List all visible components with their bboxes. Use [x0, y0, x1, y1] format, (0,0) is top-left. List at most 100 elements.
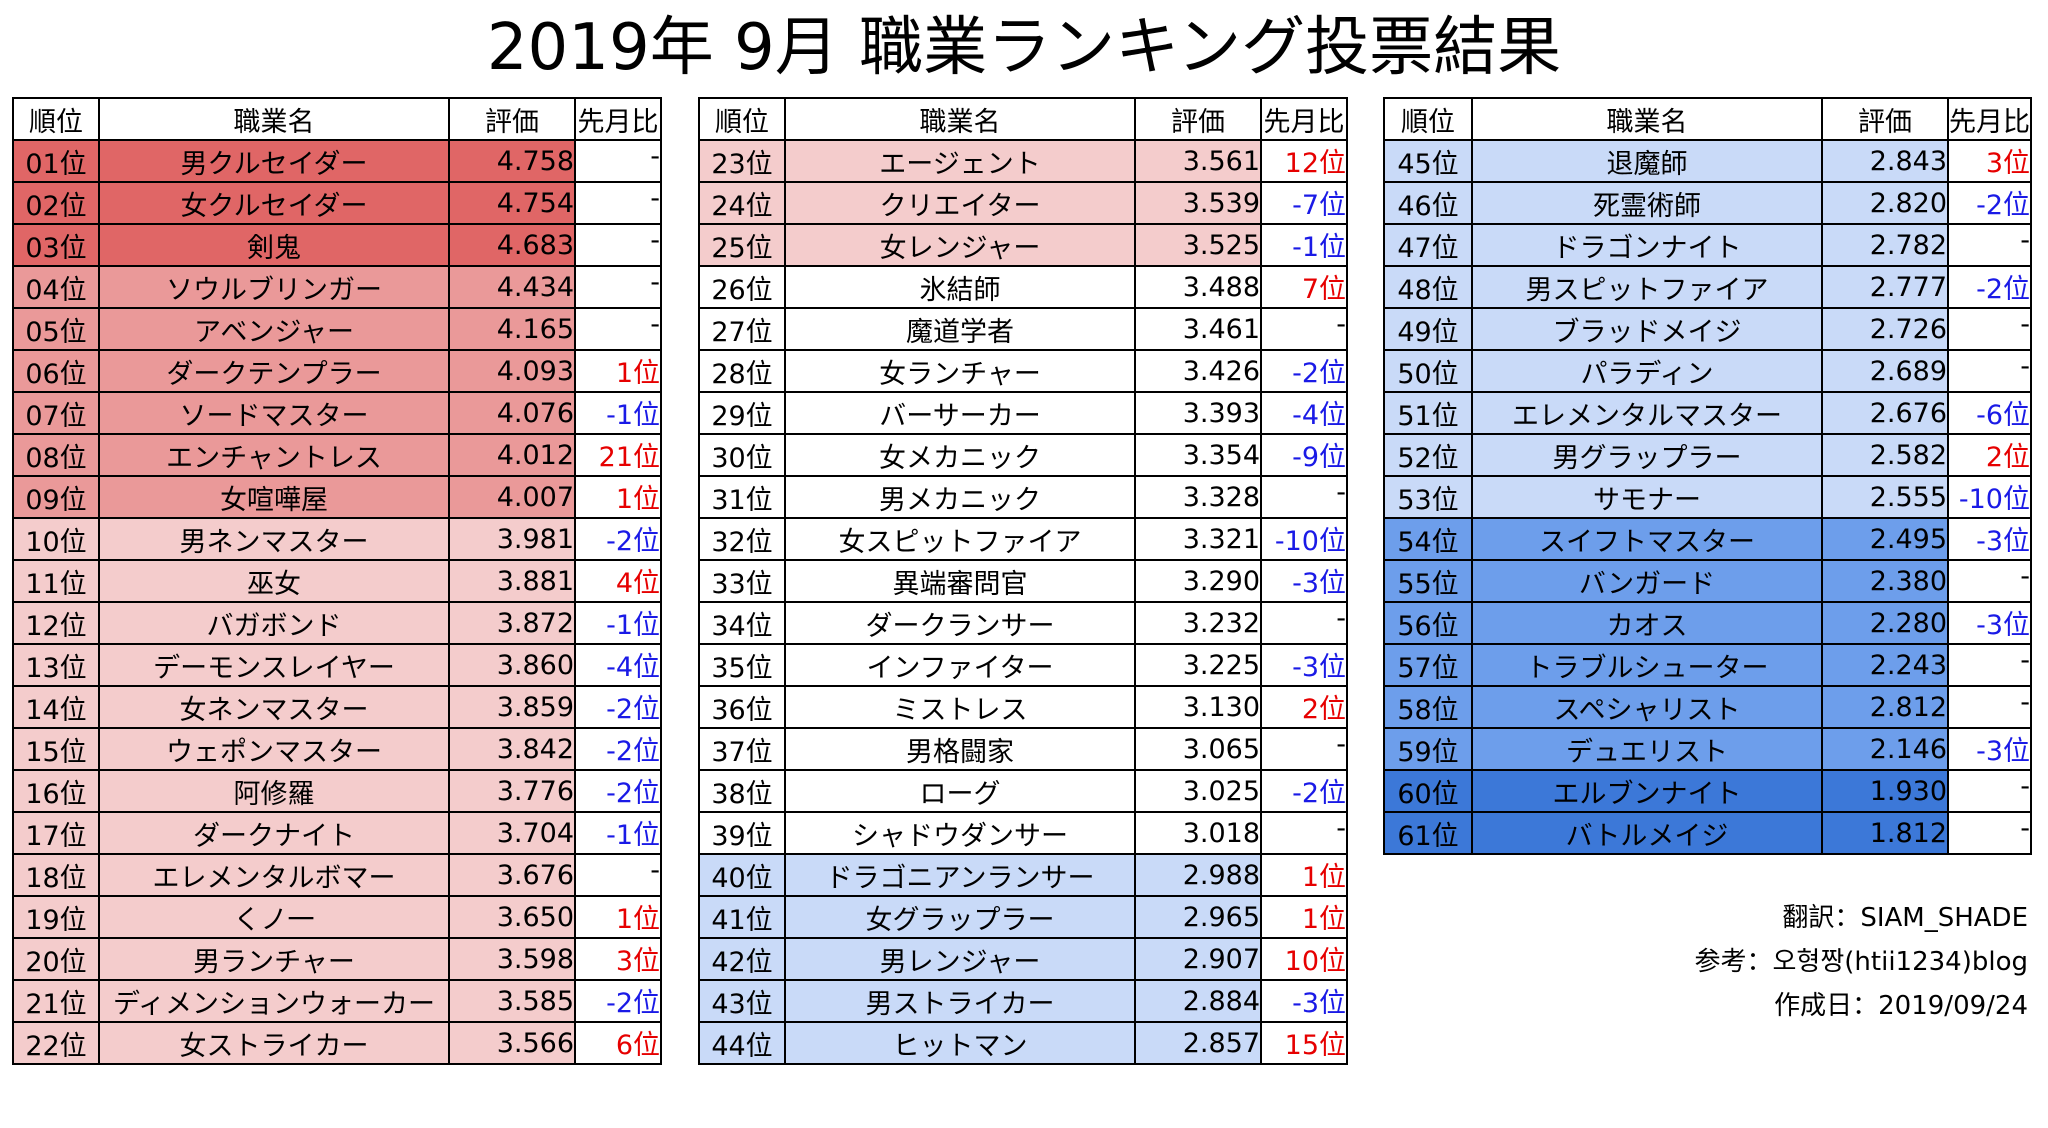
- compare-cell: -2位: [1260, 349, 1348, 393]
- rank-cell: 01位: [12, 139, 100, 183]
- table-row: 09位 女喧嘩屋 4.007 1位: [12, 475, 662, 519]
- ranking-rows: 45位 退魔師 2.843 3位 46位 死霊術師 2.820 -2位 47位 ドラゴンナイト 2.…: [1383, 139, 2032, 855]
- job-name-cell: ドラゴンナイト: [1471, 223, 1823, 267]
- compare-cell: -9位: [1260, 433, 1348, 477]
- header-rank: 順位: [698, 97, 786, 141]
- score-cell: 3.328: [1134, 475, 1262, 519]
- table-row: 25位 女レンジャー 3.525 -1位: [698, 223, 1348, 267]
- job-name-cell: ソードマスター: [98, 391, 450, 435]
- job-name-cell: ダークテンプラー: [98, 349, 450, 393]
- created-date: 作成日：2019/09/24: [1774, 991, 2028, 1021]
- score-cell: 3.881: [448, 559, 576, 603]
- job-name-cell: 女ネンマスター: [98, 685, 450, 729]
- job-name-cell: 女ランチャー: [784, 349, 1136, 393]
- table-row: 36位 ミストレス 3.130 2位: [698, 685, 1348, 729]
- job-name-cell: バンガード: [1471, 559, 1823, 603]
- job-name-cell: 魔道学者: [784, 307, 1136, 351]
- rank-cell: 45位: [1383, 139, 1473, 183]
- table-header-row: 順位 職業名 評価 先月比: [12, 97, 662, 141]
- job-name-cell: 男ストライカー: [784, 979, 1136, 1023]
- compare-cell: -2位: [574, 769, 662, 813]
- rank-cell: 04位: [12, 265, 100, 309]
- compare-cell: -: [574, 139, 662, 183]
- compare-cell: -3位: [1947, 601, 2032, 645]
- table-row: 03位 剣鬼 4.683-: [12, 223, 662, 267]
- table-row: 21位 ディメンションウォーカー 3.585 -2位: [12, 979, 662, 1023]
- score-cell: 2.782: [1821, 223, 1949, 267]
- ranking-table-1: 順位 職業名 評価 先月比 01位 男クルセイダー 4.758-02位 女クルセイダー…: [12, 97, 662, 1065]
- job-name-cell: ディメンションウォーカー: [98, 979, 450, 1023]
- score-cell: 3.065: [1134, 727, 1262, 771]
- score-cell: 3.676: [448, 853, 576, 897]
- table-row: 18位 エレメンタルボマー 3.676-: [12, 853, 662, 897]
- job-name-cell: スイフトマスター: [1471, 517, 1823, 561]
- job-name-cell: エレメンタルボマー: [98, 853, 450, 897]
- rank-cell: 52位: [1383, 433, 1473, 477]
- rank-cell: 19位: [12, 895, 100, 939]
- score-cell: 2.495: [1821, 517, 1949, 561]
- table-row: 39位 シャドウダンサー 3.018-: [698, 811, 1348, 855]
- rank-cell: 26位: [698, 265, 786, 309]
- score-cell: 4.076: [448, 391, 576, 435]
- job-name-cell: ダークナイト: [98, 811, 450, 855]
- job-name-cell: トラブルシューター: [1471, 643, 1823, 687]
- score-cell: 2.280: [1821, 601, 1949, 645]
- table-row: 33位 異端審問官 3.290 -3位: [698, 559, 1348, 603]
- compare-cell: -: [574, 181, 662, 225]
- table-row: 48位 男スピットファイア 2.777 -2位: [1383, 265, 2032, 309]
- rank-cell: 42位: [698, 937, 786, 981]
- score-cell: 3.321: [1134, 517, 1262, 561]
- rank-cell: 35位: [698, 643, 786, 687]
- table-row: 53位 サモナー 2.555 -10位: [1383, 475, 2032, 519]
- rank-cell: 36位: [698, 685, 786, 729]
- header-score: 評価: [448, 97, 576, 141]
- rank-cell: 32位: [698, 517, 786, 561]
- table-row: 26位 氷結師 3.488 7位: [698, 265, 1348, 309]
- rank-cell: 05位: [12, 307, 100, 351]
- table-row: 08位 エンチャントレス 4.012 21位: [12, 433, 662, 477]
- compare-cell: 15位: [1260, 1021, 1348, 1065]
- compare-cell: 1位: [1260, 895, 1348, 939]
- table-row: 04位 ソウルブリンガー 4.434-: [12, 265, 662, 309]
- score-cell: 1.812: [1821, 811, 1949, 855]
- job-name-cell: シャドウダンサー: [784, 811, 1136, 855]
- table-row: 31位 男メカニック 3.328-: [698, 475, 1348, 519]
- header-compare: 先月比: [1260, 97, 1348, 141]
- job-name-cell: 男メカニック: [784, 475, 1136, 519]
- rank-cell: 07位: [12, 391, 100, 435]
- rank-cell: 44位: [698, 1021, 786, 1065]
- job-name-cell: 女クルセイダー: [98, 181, 450, 225]
- compare-cell: -3位: [1260, 979, 1348, 1023]
- compare-cell: -4位: [1260, 391, 1348, 435]
- table-row: 10位 男ネンマスター 3.981 -2位: [12, 517, 662, 561]
- compare-cell: -3位: [1260, 559, 1348, 603]
- credits: 翻訳：SIAM_SHADE 参考：오형짱(htii1234)blog 作成日：2…: [1695, 896, 2028, 1028]
- compare-cell: -1位: [574, 601, 662, 645]
- job-name-cell: 女メカニック: [784, 433, 1136, 477]
- rank-cell: 24位: [698, 181, 786, 225]
- table-row: 17位 ダークナイト 3.704 -1位: [12, 811, 662, 855]
- table-row: 22位 女ストライカー 3.566 6位: [12, 1021, 662, 1065]
- score-cell: 3.354: [1134, 433, 1262, 477]
- score-cell: 4.012: [448, 433, 576, 477]
- rank-cell: 16位: [12, 769, 100, 813]
- table-row: 11位 巫女 3.881 4位: [12, 559, 662, 603]
- compare-cell: 4位: [574, 559, 662, 603]
- score-cell: 3.461: [1134, 307, 1262, 351]
- score-cell: 1.930: [1821, 769, 1949, 813]
- compare-cell: -: [1947, 769, 2032, 813]
- table-row: 28位 女ランチャー 3.426 -2位: [698, 349, 1348, 393]
- rank-cell: 06位: [12, 349, 100, 393]
- job-name-cell: 女グラップラー: [784, 895, 1136, 939]
- rank-cell: 48位: [1383, 265, 1473, 309]
- compare-cell: -2位: [574, 685, 662, 729]
- compare-cell: 6位: [574, 1021, 662, 1065]
- score-cell: 3.860: [448, 643, 576, 687]
- rank-cell: 39位: [698, 811, 786, 855]
- table-row: 15位 ウェポンマスター 3.842 -2位: [12, 727, 662, 771]
- job-name-cell: 氷結師: [784, 265, 1136, 309]
- rank-cell: 33位: [698, 559, 786, 603]
- compare-cell: -: [574, 265, 662, 309]
- rank-cell: 37位: [698, 727, 786, 771]
- job-name-cell: 異端審問官: [784, 559, 1136, 603]
